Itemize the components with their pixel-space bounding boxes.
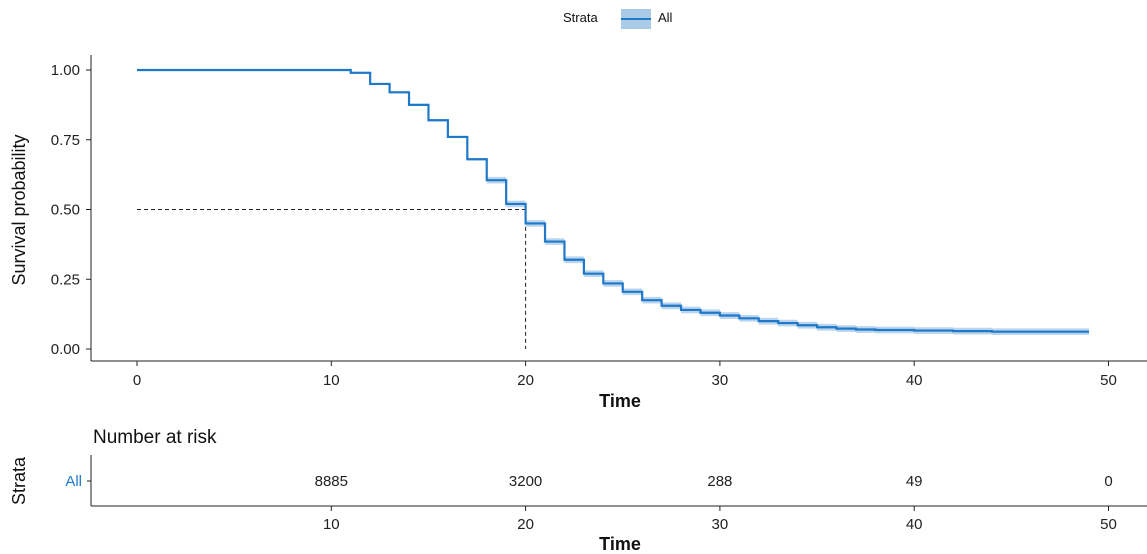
risk-table-title: Number at risk bbox=[93, 427, 217, 448]
x-axis-title: Time bbox=[599, 391, 641, 411]
risk-x-tick-label: 40 bbox=[906, 516, 923, 533]
legend-entry: All bbox=[658, 10, 673, 25]
series-line-all bbox=[137, 68, 1090, 333]
legend-title: Strata bbox=[563, 10, 598, 25]
risk-table-y-title: Strata bbox=[9, 456, 29, 505]
x-tick-label: 10 bbox=[323, 372, 340, 389]
risk-x-ticks: 10 20 30 40 50 bbox=[323, 506, 1117, 533]
x-tick-label: 40 bbox=[906, 372, 923, 389]
risk-x-tick-label: 30 bbox=[712, 516, 729, 533]
x-tick-label: 30 bbox=[712, 372, 729, 389]
risk-value: 49 bbox=[906, 473, 923, 490]
y-tick-label: 0.75 bbox=[51, 132, 80, 149]
y-tick-label: 0.50 bbox=[51, 202, 80, 219]
x-axis-ticks: 0 10 20 30 40 50 bbox=[133, 361, 1117, 389]
risk-values: 8885 3200 288 49 0 bbox=[315, 473, 1113, 490]
risk-value: 288 bbox=[707, 473, 732, 490]
legend: Strata All bbox=[563, 9, 673, 29]
median-survival-line bbox=[137, 209, 527, 349]
risk-table: Number at risk Strata All 8885 3200 288 49 0… bbox=[9, 427, 1147, 554]
risk-x-tick-label: 10 bbox=[323, 516, 340, 533]
main-plot: Survival probability 0.00 0.25 0.50 0.75 1.0… bbox=[9, 55, 1147, 411]
y-axis-title: Survival probability bbox=[9, 134, 29, 285]
x-tick-label: 50 bbox=[1100, 372, 1117, 389]
y-tick-label: 0.25 bbox=[51, 271, 80, 288]
y-tick-label: 0.00 bbox=[51, 341, 80, 358]
y-axis-ticks: 0.00 0.25 0.50 0.75 1.00 bbox=[51, 62, 91, 358]
risk-value: 8885 bbox=[315, 473, 348, 490]
risk-x-tick-label: 20 bbox=[517, 516, 534, 533]
risk-value: 3200 bbox=[509, 473, 542, 490]
x-tick-label: 20 bbox=[517, 372, 534, 389]
confidence-band bbox=[137, 70, 1090, 336]
risk-x-axis-title: Time bbox=[599, 534, 641, 554]
risk-x-tick-label: 50 bbox=[1100, 516, 1117, 533]
risk-strata-label: All bbox=[65, 473, 82, 490]
risk-value: 0 bbox=[1104, 473, 1112, 490]
x-tick-label: 0 bbox=[133, 372, 141, 389]
y-tick-label: 1.00 bbox=[51, 62, 80, 79]
